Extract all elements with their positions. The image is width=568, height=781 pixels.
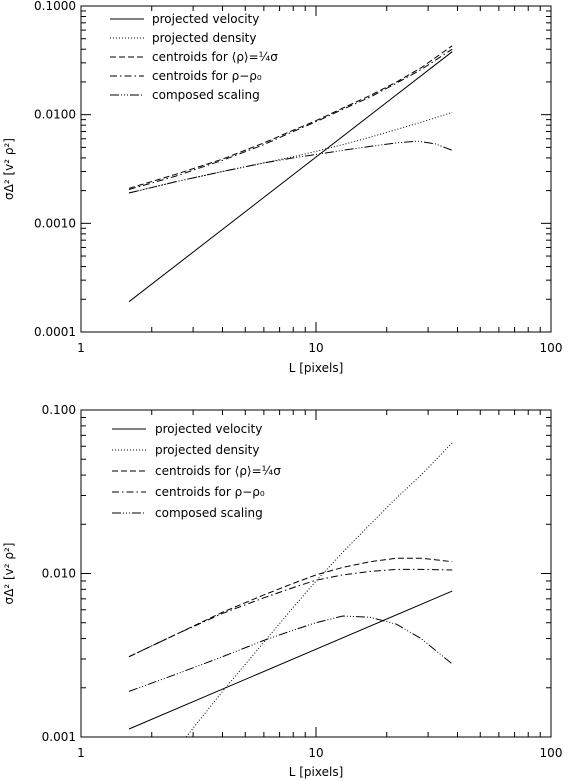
x-tick-label: 10 <box>308 746 323 760</box>
legend-label: projected velocity <box>152 12 259 26</box>
y-tick-label: 0.0001 <box>34 325 76 339</box>
legend-label: projected density <box>155 443 259 457</box>
chart-1: 1 10 100 0.0001 0.0010 0.0100 0.1000 L [pixels]… <box>2 0 562 375</box>
series-line-5 <box>128 140 453 194</box>
legend-label: centroids for ρ−ρ₀ <box>155 485 265 499</box>
series-line-3 <box>128 557 453 658</box>
series-line-4 <box>128 48 453 190</box>
y-tick-label: 0.001 <box>42 730 76 744</box>
series-line-3 <box>128 45 453 189</box>
series-line-2 <box>128 111 453 194</box>
legend-label: projected velocity <box>155 422 262 436</box>
legend-label: centroids for ⟨ρ⟩=¼σ <box>155 464 281 478</box>
y-axis-ticks <box>81 409 551 738</box>
legend-label: projected density <box>152 31 256 45</box>
y-axis-ticks <box>81 5 551 333</box>
legend: projected velocity projected density centr… <box>112 422 281 520</box>
x-tick-label: 100 <box>540 341 563 355</box>
series-line-1 <box>128 51 453 303</box>
x-tick-label: 100 <box>540 746 563 760</box>
y-tick-label: 0.0010 <box>34 216 76 230</box>
y-tick-label: 0.0100 <box>34 108 76 122</box>
chart-2: 1 10 100 0.001 0.010 0.100 L [pixels] σΔ² [v² ρ… <box>2 403 562 779</box>
y-axis-label: σΔ² [v² ρ²] <box>2 543 16 605</box>
series-line-4 <box>128 568 453 658</box>
plot-frame <box>80 409 552 738</box>
y-axis-label: σΔ² [v² ρ²] <box>2 138 16 200</box>
y-tick-label: 0.100 <box>42 403 76 417</box>
y-tick-label: 0.1000 <box>34 0 76 13</box>
legend-label: composed scaling <box>155 506 263 520</box>
x-axis-ticks <box>80 410 552 737</box>
x-tick-label: 10 <box>308 341 323 355</box>
x-axis-label: L [pixels] <box>289 361 344 375</box>
y-tick-label: 0.010 <box>42 567 76 581</box>
legend: projected velocity projected density centr… <box>110 12 278 102</box>
x-tick-label: 1 <box>77 341 85 355</box>
series-line-2 <box>185 442 453 738</box>
x-axis-label: L [pixels] <box>289 765 344 779</box>
legend-label: centroids for ⟨ρ⟩=¼σ <box>152 50 278 64</box>
x-tick-label: 1 <box>77 746 85 760</box>
legend-label: centroids for ρ−ρ₀ <box>152 69 262 83</box>
legend-label: composed scaling <box>152 88 260 102</box>
series-line-1 <box>128 590 453 730</box>
series-line-5 <box>128 615 453 692</box>
